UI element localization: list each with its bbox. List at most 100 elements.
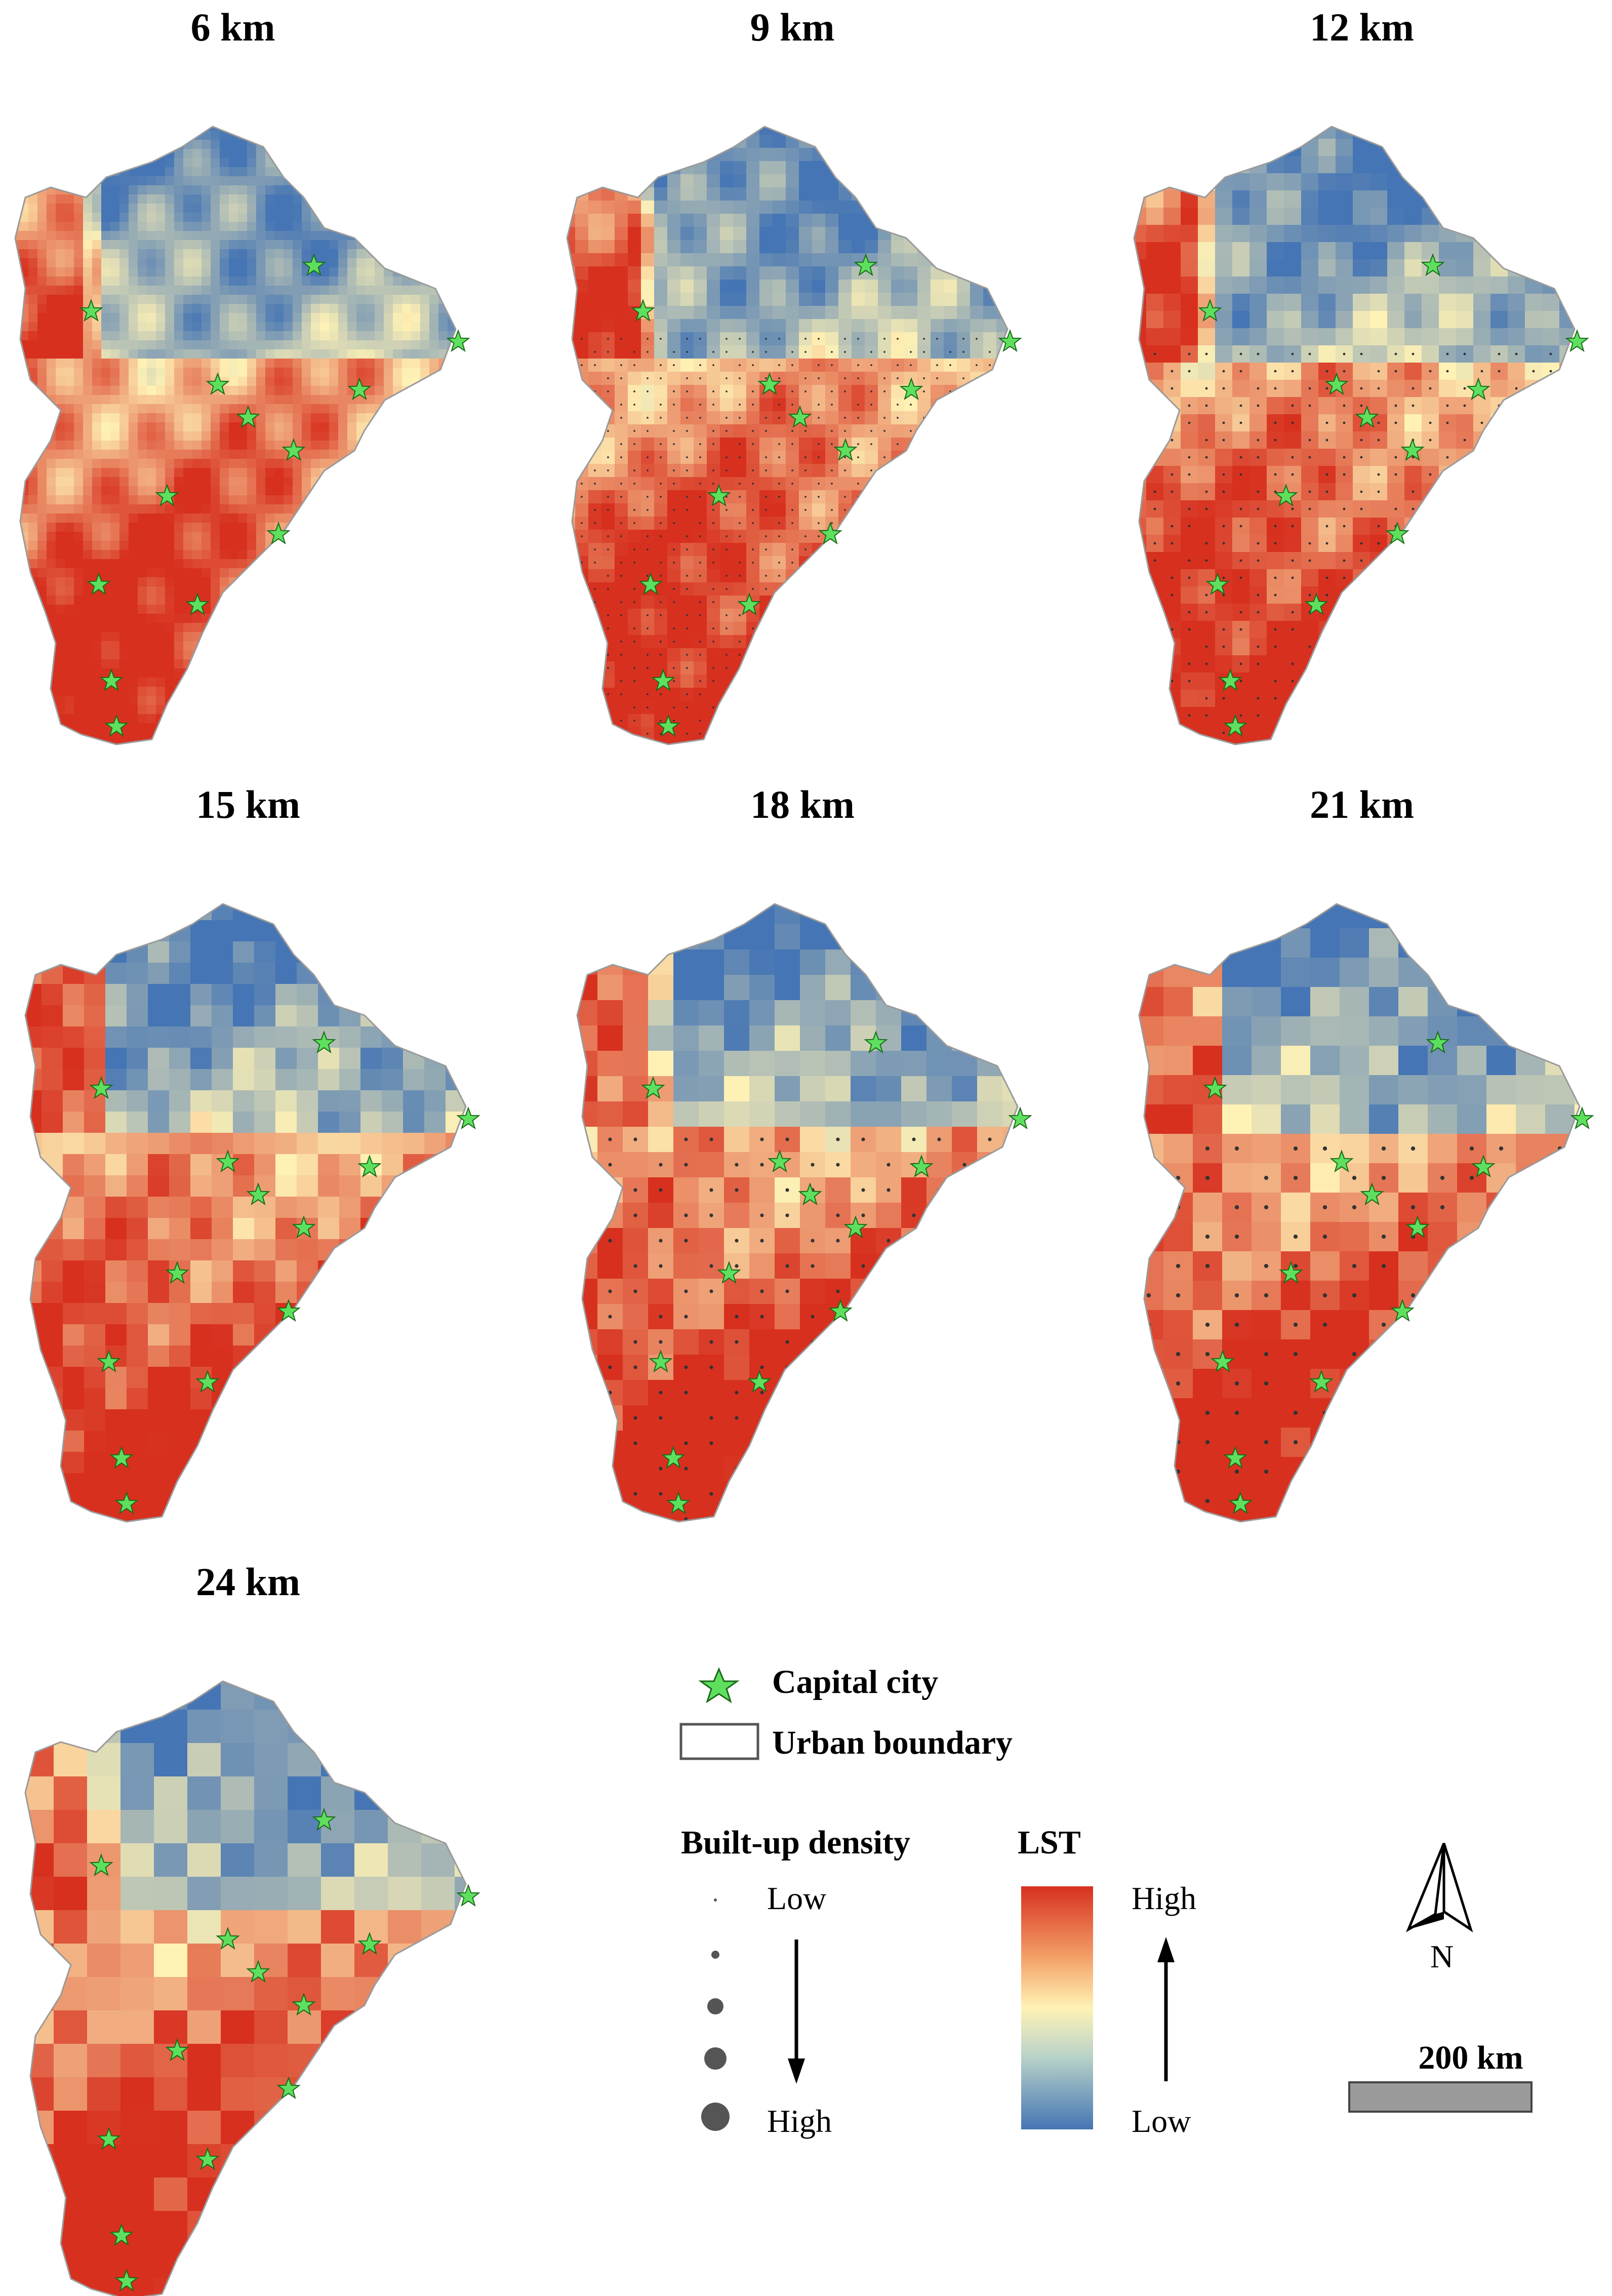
lst-cell [192, 559, 202, 569]
lst-cell [970, 424, 984, 438]
lst-cell [119, 240, 129, 250]
lst-cell [575, 411, 589, 425]
lst-cell [588, 372, 602, 385]
lst-cell [773, 174, 786, 188]
lst-cell [302, 614, 311, 623]
lst-cell [15, 614, 20, 623]
density-dot [752, 364, 754, 366]
lst-cell [156, 678, 166, 687]
lst-cell [384, 331, 393, 341]
lst-cell [92, 678, 102, 687]
lst-cell [119, 632, 129, 642]
lst-cell [1010, 187, 1023, 201]
lst-cell [601, 280, 615, 293]
lst-cell [654, 135, 668, 148]
lst-cell [680, 135, 694, 148]
lst-cell [356, 313, 366, 323]
lst-cell [917, 477, 931, 491]
density-dot [673, 351, 675, 353]
lst-cell [129, 331, 138, 341]
lst-cell [110, 568, 120, 578]
lst-cell [174, 204, 184, 213]
lst-cell [356, 450, 366, 459]
lst-cell [284, 668, 293, 678]
lst-cell [356, 185, 366, 195]
lst-cell [293, 459, 302, 468]
lst-cell [707, 372, 720, 385]
lst-cell [628, 451, 641, 464]
lst-cell [138, 586, 147, 596]
lst-cell [183, 541, 193, 550]
density-dot [976, 496, 978, 498]
lst-cell [74, 687, 84, 696]
lst-cell [83, 377, 93, 386]
lst-cell [944, 161, 957, 175]
lst-cell [156, 513, 166, 523]
lst-cell [944, 201, 957, 214]
lst-cell [601, 359, 615, 372]
lst-cell [74, 714, 84, 724]
lst-cell [996, 293, 1008, 306]
lst-cell [220, 495, 229, 505]
lst-cell [101, 632, 111, 642]
lst-cell [983, 135, 997, 148]
density-dot [897, 417, 899, 419]
lst-cell [366, 605, 375, 614]
lst-cell [15, 386, 20, 395]
lst-cell [15, 231, 20, 241]
lst-cell [138, 276, 147, 286]
lst-cell [393, 486, 402, 496]
lst-cell [320, 477, 330, 487]
lst-cell [247, 632, 257, 642]
lst-cell [284, 495, 293, 505]
lst-cell [799, 240, 813, 254]
lst-cell [138, 659, 147, 669]
lst-cell [438, 477, 448, 487]
density-dot [831, 522, 833, 524]
lst-cell [338, 313, 348, 323]
lst-cell [707, 411, 720, 425]
lst-cell [707, 253, 720, 267]
lst-cell [773, 280, 786, 293]
lst-cell [825, 451, 839, 464]
density-dot [936, 483, 938, 485]
lst-cell [302, 222, 311, 231]
lst-cell [83, 413, 93, 423]
lst-cell [457, 313, 466, 323]
density-dot [647, 377, 649, 379]
lst-cell [129, 386, 138, 395]
lst-cell [311, 641, 320, 651]
lst-cell [338, 614, 348, 623]
lst-cell [448, 395, 456, 405]
lst-cell [101, 395, 111, 405]
lst-cell [192, 377, 202, 386]
lst-cell [375, 532, 384, 541]
lst-cell [165, 596, 175, 605]
lst-cell [746, 451, 760, 464]
lst-cell [220, 322, 229, 332]
lst-cell [119, 258, 129, 268]
lst-cell [448, 185, 456, 195]
lst-cell [129, 678, 138, 687]
lst-cell [448, 504, 456, 514]
lst-cell [238, 459, 248, 468]
lst-cell [347, 149, 357, 159]
lst-cell [812, 174, 826, 188]
lst-cell [202, 377, 211, 386]
density-dot [844, 535, 846, 537]
lst-cell [65, 349, 74, 359]
lst-cell [420, 359, 430, 368]
lst-cell [174, 222, 184, 231]
lst-cell [375, 723, 384, 733]
lst-cell [256, 340, 266, 350]
lst-cell [274, 131, 284, 140]
lst-cell [74, 140, 84, 149]
lst-cell [429, 750, 439, 760]
lst-cell [411, 404, 421, 414]
lst-cell [183, 413, 193, 423]
lst-cell [238, 222, 248, 231]
lst-cell [366, 286, 375, 295]
density-dot [818, 483, 820, 485]
lst-cell [375, 313, 384, 323]
lst-cell [19, 167, 29, 177]
